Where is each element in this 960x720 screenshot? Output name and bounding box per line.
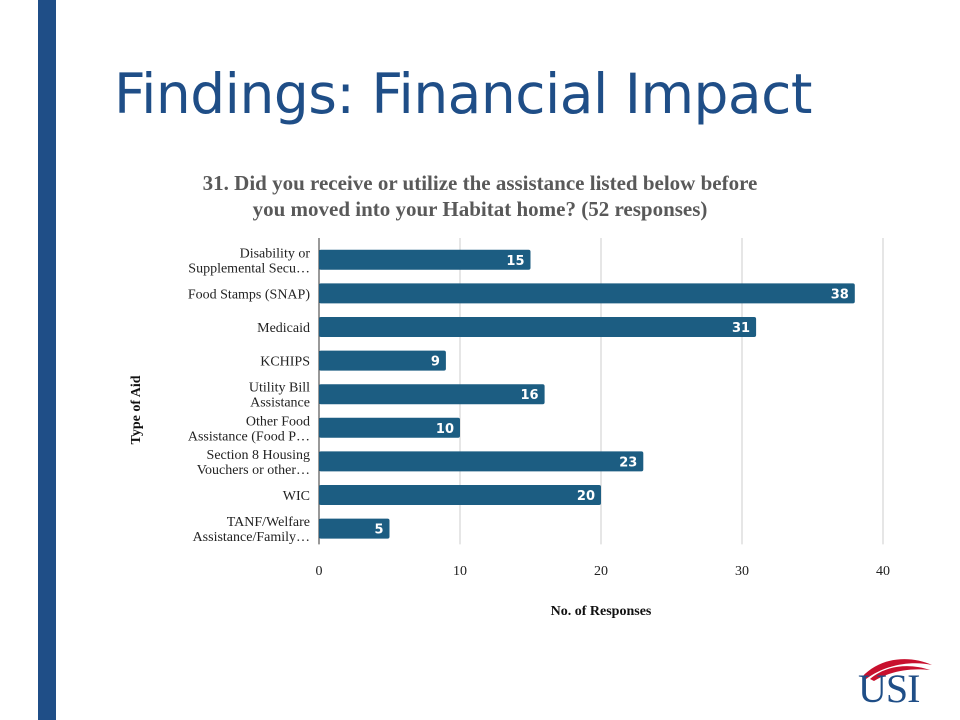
category-label: TANF/Welfare (227, 515, 310, 530)
data-label: 38 (831, 287, 849, 302)
category-label: Assistance (Food P… (188, 429, 310, 444)
category-label: Assistance/Family… (193, 530, 310, 545)
category-label: Supplemental Secu… (188, 261, 310, 276)
category-label: Utility Bill (249, 381, 310, 396)
category-label: KCHIPS (260, 355, 310, 370)
category-label: Section 8 Housing (207, 448, 310, 463)
data-label: 16 (521, 388, 539, 403)
logo-text: USI (858, 666, 920, 711)
bar (319, 249, 531, 270)
chart-title-line-2: you moved into your Habitat home? (52 re… (252, 197, 708, 221)
data-label: 9 (431, 355, 440, 370)
bar (319, 451, 644, 472)
category-label: WIC (283, 489, 310, 504)
data-label: 31 (732, 321, 750, 336)
category-label: Medicaid (257, 321, 310, 336)
category-label: Assistance (250, 396, 310, 411)
left-accent-bar (38, 0, 56, 720)
data-label: 5 (374, 523, 383, 538)
bar (319, 518, 390, 539)
y-axis-title: Type of Aid (129, 375, 144, 444)
x-tick-label: 20 (594, 564, 608, 579)
usi-logo: USI (858, 655, 938, 710)
chart-title: 31. Did you receive or utilize the assis… (130, 170, 830, 222)
category-label: Vouchers or other… (197, 463, 310, 478)
category-label: Food Stamps (SNAP) (188, 287, 310, 302)
x-tick-label: 40 (876, 564, 890, 579)
category-label: Other Food (246, 414, 310, 429)
bar (319, 417, 460, 438)
x-tick-label: 30 (735, 564, 749, 579)
bar (319, 384, 545, 405)
logo-swoosh-icon (862, 659, 932, 681)
x-axis-title: No. of Responses (551, 604, 652, 619)
data-label: 10 (436, 422, 454, 437)
bar (319, 350, 446, 371)
data-label: 15 (506, 254, 524, 269)
bar (319, 283, 855, 304)
bar (319, 317, 757, 337)
x-tick-label: 0 (316, 564, 323, 579)
data-label: 20 (577, 489, 595, 504)
slide-title: Findings: Financial Impact (114, 62, 812, 126)
chart-title-line-1: 31. Did you receive or utilize the assis… (202, 171, 758, 195)
bar (319, 485, 601, 505)
data-label: 23 (619, 455, 637, 470)
x-tick-label: 10 (453, 564, 467, 579)
category-label: Disability or (240, 246, 311, 261)
